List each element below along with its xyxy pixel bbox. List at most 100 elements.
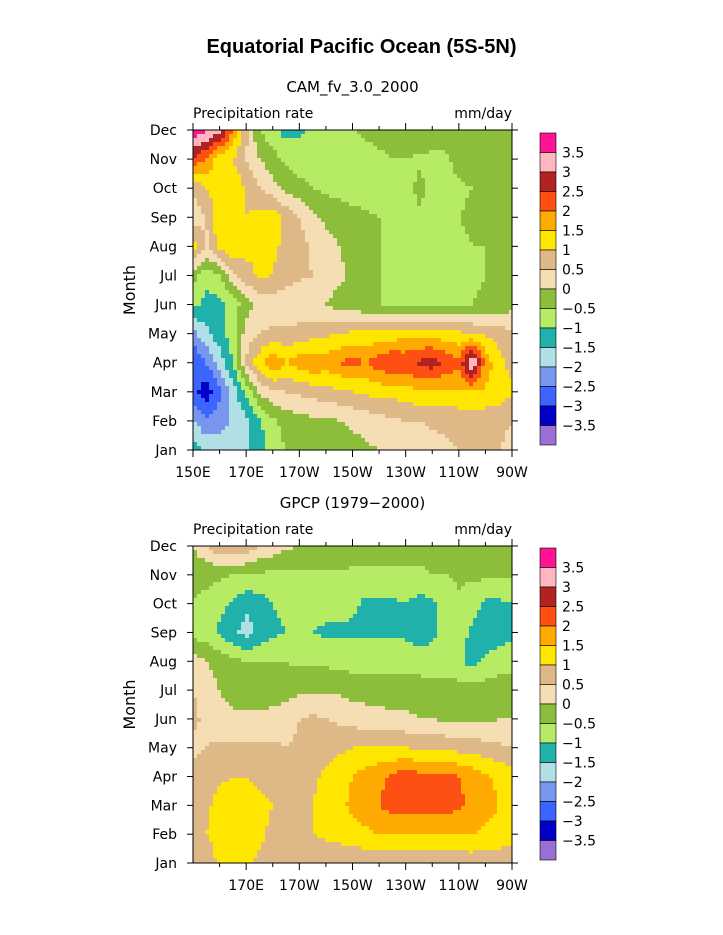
contour-cell [385,278,389,282]
contour-cell [341,138,345,142]
contour-cell [413,346,417,350]
contour-cell [405,134,409,138]
contour-cell [201,190,205,194]
contour-cell [329,134,333,138]
contour-cell [441,282,445,286]
contour-cell [473,346,477,350]
contour-cell [385,242,389,246]
contour-cell [437,158,441,162]
contour-cell [273,258,277,262]
contour-cell [357,134,361,138]
contour-cell [441,310,445,314]
contour-cell [257,210,261,214]
contour-cell [205,358,209,362]
contour-cell [497,206,501,210]
contour-cell [277,146,281,150]
contour-cell [353,346,357,350]
contour-cell [413,306,417,310]
contour-cell [401,326,405,330]
contour-cell [249,366,253,370]
contour-cell [217,302,221,306]
contour-cell [337,138,341,142]
contour-cell [213,182,217,186]
contour-cell [313,282,317,286]
contour-cell [357,354,361,358]
contour-cell [465,158,469,162]
contour-cell [501,242,505,246]
contour-cell [361,202,365,206]
contour-cell [221,214,225,218]
contour-cell [377,346,381,350]
contour-cell [277,198,281,202]
contour-cell [289,278,293,282]
contour-cell [489,174,493,178]
contour-cell [217,190,221,194]
contour-cell [477,206,481,210]
contour-cell [229,366,233,370]
contour-cell [385,374,389,378]
contour-cell [457,298,461,302]
contour-cell [385,226,389,230]
contour-cell [257,366,261,370]
contour-cell [353,190,357,194]
contour-cell [413,274,417,278]
contour-cell [301,366,305,370]
contour-cell [249,326,253,330]
contour-cell [413,154,417,158]
contour-cell [465,358,469,362]
contour-cell [213,150,217,154]
contour-cell [193,150,197,154]
contour-cell [233,314,237,318]
contour-cell [217,330,221,334]
contour-cell [481,158,485,162]
contour-cell [489,302,493,306]
contour-cell [365,310,369,314]
contour-cell [281,194,285,198]
contour-cell [269,150,273,154]
contour-cell [473,362,477,366]
contour-cell [501,266,505,270]
contour-cell [505,150,509,154]
contour-cell [277,134,281,138]
contour-cell [493,158,497,162]
contour-cell [329,186,333,190]
contour-cell [321,210,325,214]
contour-cell [317,142,321,146]
contour-cell [233,266,237,270]
contour-cell [389,162,393,166]
contour-cell [325,266,329,270]
contour-cell [505,326,509,330]
contour-cell [497,162,501,166]
contour-cell [341,130,345,134]
contour-cell [333,190,337,194]
contour-cell [433,274,437,278]
contour-cell [377,302,381,306]
contour-cell [409,150,413,154]
contour-cell [341,318,345,322]
contour-cell [473,318,477,322]
contour-cell [477,370,481,374]
contour-cell [473,214,477,218]
contour-cell [313,330,317,334]
contour-cell [253,142,257,146]
contour-cell [361,158,365,162]
contour-cell [473,310,477,314]
contour-cell [313,342,317,346]
contour-cell [197,214,201,218]
contour-cell [213,322,217,326]
contour-cell [357,326,361,330]
contour-cell [201,262,205,266]
contour-cell [273,350,277,354]
contour-cell [365,150,369,154]
contour-cell [297,154,301,158]
contour-cell [293,230,297,234]
contour-cell [281,274,285,278]
contour-cell [389,270,393,274]
contour-cell [237,318,241,322]
contour-cell [261,274,265,278]
contour-cell [345,366,349,370]
contour-cell [301,210,305,214]
contour-cell [405,366,409,370]
contour-cell [357,374,361,378]
contour-cell [413,202,417,206]
